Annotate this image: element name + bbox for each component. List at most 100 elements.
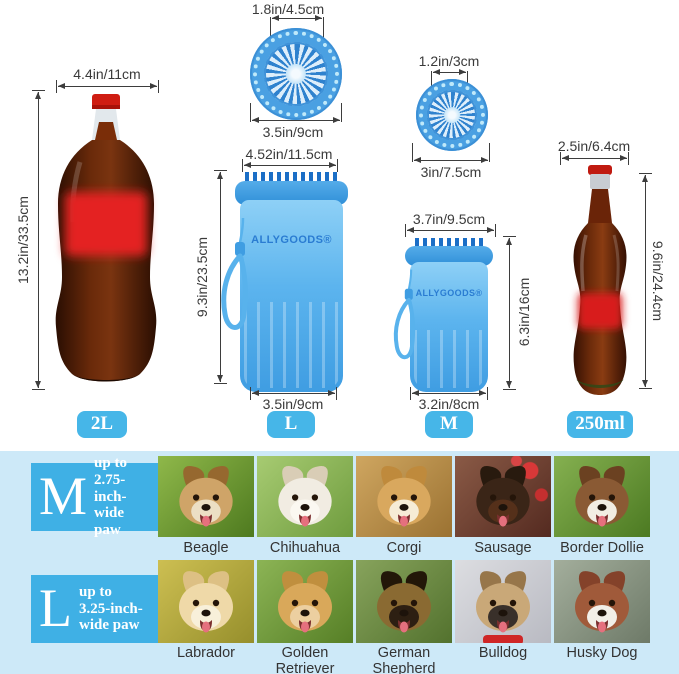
cup-body [240, 200, 343, 392]
dog-illustration [455, 456, 551, 537]
size-desc-line: 3.25-inch- [79, 600, 143, 617]
dog-face-illustration [278, 571, 332, 633]
dim-brushl-outer-arrow [250, 103, 342, 123]
dog-illustration [554, 560, 650, 643]
dog-name: Chihuahua [269, 540, 341, 556]
brush-hub [285, 63, 307, 85]
dog-illustration [158, 456, 254, 537]
dog-face-illustration [476, 571, 530, 643]
dog-face-illustration [575, 571, 629, 633]
dog-name: Border Dollie [560, 540, 644, 556]
size-block-m: M up to 2.75-inch- wide paw [31, 455, 158, 538]
badge-l: L [267, 411, 315, 438]
dog-name: Husky Dog [566, 645, 638, 661]
dog-face-illustration [377, 571, 431, 633]
dim-brushm-outer-label: 3in/7.5cm [420, 164, 482, 180]
dog-illustration [554, 456, 650, 537]
dog-illustration [257, 456, 353, 537]
paw-brush-top-view-m [416, 79, 488, 151]
dog-face-illustration [476, 465, 530, 527]
lanyard-strap [393, 269, 416, 360]
size-desc-line: up to [94, 455, 127, 472]
cup-body [410, 262, 488, 392]
dim-2l-height-label: 13.2in/33.5cm [15, 196, 31, 284]
dog-name: Sausage [474, 540, 532, 556]
dim-2l-height-arrow [32, 90, 45, 390]
cola-bottle-2l-image [55, 94, 157, 382]
dog-photo-beagle [158, 456, 254, 537]
lanyard-strap [221, 217, 248, 330]
dog-photo-german-shepherd [356, 560, 452, 643]
dim-cupm-bottom-label: 3.2in/8cm [418, 396, 480, 412]
dim-brushl-outer-label: 3.5in/9cm [262, 124, 324, 140]
dog-name: German Shepherd [372, 645, 436, 674]
dim-cupl-height-label: 9.3in/23.5cm [194, 236, 210, 318]
size-desc-l: up to 3.25-inch- wide paw [79, 584, 143, 634]
cup-brand-text: ALLYGOODS® [251, 234, 332, 246]
dog-name: Golden Retriever [275, 645, 335, 674]
dog-photo-corgi [356, 456, 452, 537]
paw-cleaner-cup-l: ALLYGOODS® [221, 172, 348, 392]
badge-250ml: 250ml [567, 411, 633, 438]
dim-250-width-label: 2.5in/6.4cm [557, 138, 631, 154]
dim-2l-width-arrow [56, 80, 159, 93]
dim-brushm-inner-label: 1.2in/3cm [418, 53, 480, 69]
brush-hub [444, 107, 460, 123]
size-desc-line: 2.75-inch- [94, 471, 127, 505]
dim-cupl-top-arrow [242, 159, 338, 172]
dim-cupm-height-label: 6.3in/16cm [516, 277, 532, 347]
size-desc-line: up to [79, 583, 112, 600]
dim-cupm-top-label: 3.7in/9.5cm [412, 211, 486, 227]
dim-brushm-inner-arrow [431, 68, 468, 97]
dim-cupm-bottom-arrow [410, 387, 488, 400]
dog-name: Bulldog [478, 645, 528, 661]
size-letter-m: M [39, 466, 88, 527]
dim-cupl-top-label: 4.52in/11.5cm [245, 146, 333, 162]
dim-cupl-bottom-label: 3.5in/9cm [262, 396, 324, 412]
cola-bottle-250ml-image [573, 165, 627, 395]
dog-photo-husky [554, 560, 650, 643]
dim-brushl-inner-label: 1.8in/4.5cm [251, 1, 325, 17]
dim-brushl-inner-arrow [270, 14, 324, 43]
badge-2l: 2L [77, 411, 127, 438]
dog-illustration [356, 456, 452, 537]
brush-nub-ring [253, 31, 339, 117]
dim-cupl-height-arrow [214, 170, 227, 384]
dim-cupm-top-arrow [405, 224, 496, 237]
dog-face-illustration [179, 571, 233, 633]
size-desc-line: wide paw [79, 617, 140, 634]
paw-cleaner-cup-m: ALLYGOODS® [393, 238, 493, 392]
dog-name: Beagle [183, 540, 229, 556]
cup-brand-text: ALLYGOODS® [415, 288, 483, 298]
dog-photo-border-dollie [554, 456, 650, 537]
badge-m: M [425, 411, 473, 438]
dog-photo-sausage [455, 456, 551, 537]
dog-name: Labrador [176, 645, 236, 661]
paw-brush-top-view-l [250, 28, 342, 120]
dog-photo-labrador [158, 560, 254, 643]
dog-face-illustration [179, 465, 233, 527]
dog-illustration [455, 560, 551, 643]
dog-illustration [158, 560, 254, 643]
dog-photo-chihuahua [257, 456, 353, 537]
dim-250-width-arrow [560, 152, 629, 165]
dog-illustration [356, 560, 452, 643]
dim-brushm-outer-arrow [412, 143, 490, 163]
dog-name: Corgi [386, 540, 422, 556]
dim-2l-width-label: 4.4in/11cm [73, 66, 141, 82]
size-desc-m: up to 2.75-inch- wide paw [94, 455, 154, 539]
size-letter-l: L [39, 578, 72, 639]
dog-illustration [257, 560, 353, 643]
dog-photo-bulldog [455, 560, 551, 643]
brush-nub-ring [419, 82, 485, 148]
dog-face-illustration [278, 465, 332, 527]
dim-cupl-bottom-arrow [250, 387, 337, 400]
dog-photo-golden-retriever [257, 560, 353, 643]
size-block-l: L up to 3.25-inch- wide paw [31, 575, 158, 643]
dog-face-illustration [377, 465, 431, 527]
size-desc-line: wide paw [94, 505, 125, 539]
dim-250-height-arrow [639, 173, 652, 389]
dim-cupm-height-arrow [503, 236, 516, 390]
dim-250-height-label: 9.6in/24.4cm [650, 240, 666, 322]
